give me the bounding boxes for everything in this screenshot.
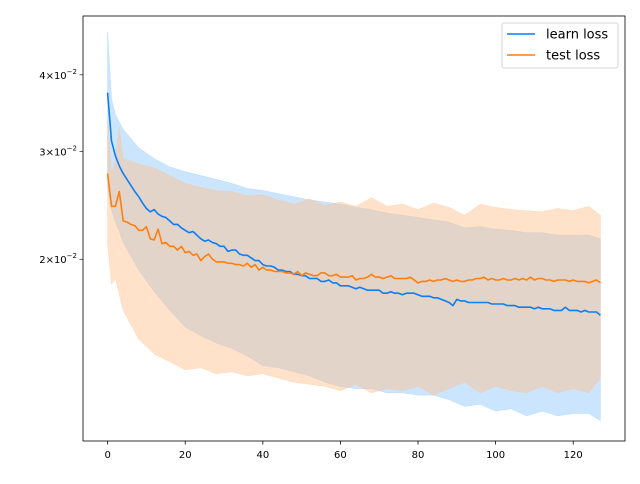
x-tick-label: 80 bbox=[412, 450, 425, 461]
x-tick-label: 60 bbox=[334, 450, 347, 461]
x-tick-label: 0 bbox=[104, 450, 110, 461]
legend: learn loss test loss bbox=[501, 22, 619, 69]
legend-label-learn-loss: learn loss bbox=[546, 28, 608, 43]
x-axis: 0 20 40 60 80 100 120 bbox=[104, 441, 583, 461]
legend-label-test-loss: test loss bbox=[546, 49, 600, 64]
confidence-bands bbox=[107, 31, 601, 422]
band-learn-loss bbox=[107, 31, 601, 422]
band-test-loss bbox=[107, 118, 601, 396]
x-tick-label: 120 bbox=[564, 450, 583, 461]
series-lines bbox=[106, 92, 601, 316]
x-tick-label: 20 bbox=[179, 450, 192, 461]
line-learn-loss bbox=[106, 92, 601, 316]
axes-frame bbox=[82, 15, 626, 442]
y-axis: 2×10−23×10−24×10−2 bbox=[39, 68, 83, 266]
x-tick-label: 100 bbox=[486, 450, 505, 461]
x-tick-label: 40 bbox=[256, 450, 269, 461]
line-test-loss bbox=[106, 173, 601, 284]
